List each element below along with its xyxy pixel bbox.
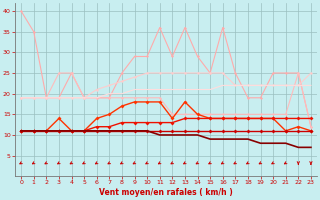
X-axis label: Vent moyen/en rafales ( km/h ): Vent moyen/en rafales ( km/h ) (99, 188, 233, 197)
